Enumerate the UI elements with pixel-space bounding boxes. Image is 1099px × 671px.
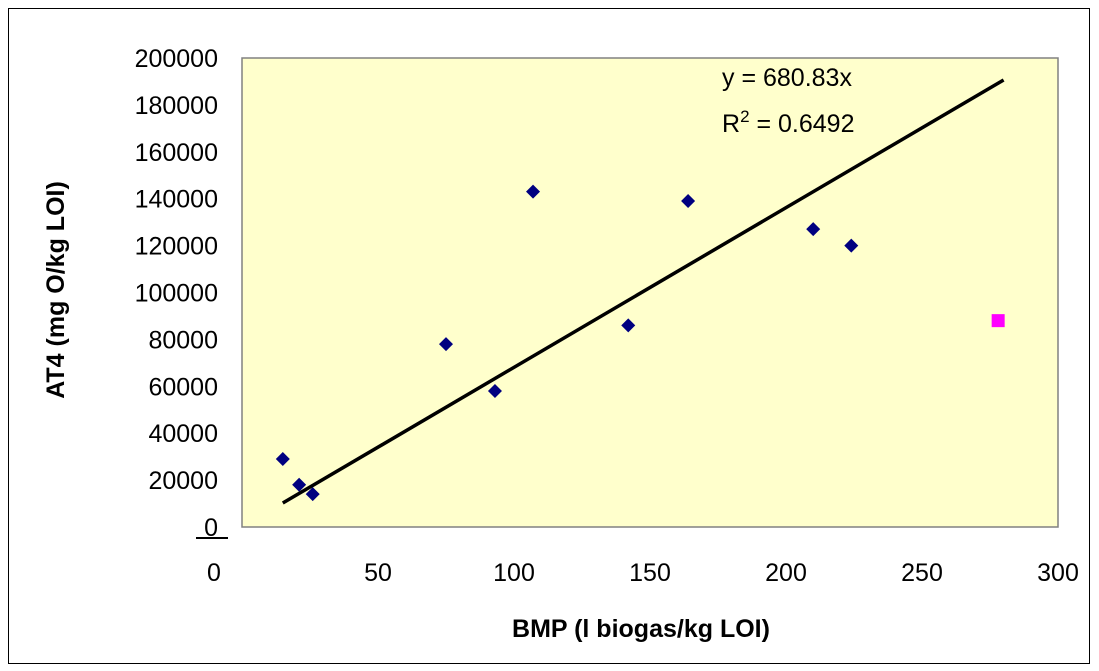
data-point-diamond <box>292 477 307 492</box>
y-axis-ticks: 0 20000 40000 60000 80000 100000 120000 140000 1… <box>135 45 228 542</box>
data-point-diamond <box>487 383 502 398</box>
y-tick-label: 60000 <box>148 373 218 401</box>
y-tick-label: 80000 <box>148 326 218 354</box>
data-point-diamond <box>806 222 821 237</box>
y-tick-label: 180000 <box>135 92 218 120</box>
trendline <box>281 78 1005 505</box>
data-point-diamond <box>439 337 453 352</box>
data-point-diamond <box>305 487 320 502</box>
data-point-square <box>991 314 1005 328</box>
y-tick-label: 120000 <box>135 233 218 261</box>
y-tick-label: 20000 <box>148 467 218 495</box>
data-points <box>275 184 1005 502</box>
x-tick-label: 50 <box>364 559 392 587</box>
trendline-equation: y = 680.83x <box>722 64 852 92</box>
data-point-diamond <box>621 318 636 333</box>
r-squared-superscript: 2 <box>740 107 749 126</box>
r-squared-value: = 0.6492 <box>750 110 855 138</box>
data-point-diamond <box>275 451 290 466</box>
x-axis-title: BMP (l biogas/kg LOI) <box>512 615 770 643</box>
x-tick-label: 250 <box>901 559 943 587</box>
r-squared-prefix: R <box>722 110 740 138</box>
x-tick-label: 300 <box>1037 559 1079 587</box>
y-tick-label: 100000 <box>135 280 218 308</box>
x-tick-label: 200 <box>765 559 807 587</box>
x-tick-label: 100 <box>493 559 535 587</box>
y-tick-label: 40000 <box>148 420 218 448</box>
x-tick-label: 0 <box>207 559 221 587</box>
data-point-diamond <box>844 238 859 253</box>
y-axis-title: AT4 (mg O/kg LOI) <box>42 181 70 399</box>
data-point-diamond <box>681 194 696 209</box>
y-tick-label: 200000 <box>135 45 218 73</box>
y-tick-label: 0 <box>204 514 218 542</box>
r-squared-label: R2 = 0.6492 <box>722 107 855 138</box>
x-tick-label: 150 <box>629 559 671 587</box>
y-tick-label: 160000 <box>135 139 218 167</box>
x-axis-ticks: 0 50 100 150 200 250 300 <box>207 559 1079 587</box>
y-tick-label: 140000 <box>135 186 218 214</box>
data-point-diamond <box>526 184 541 199</box>
